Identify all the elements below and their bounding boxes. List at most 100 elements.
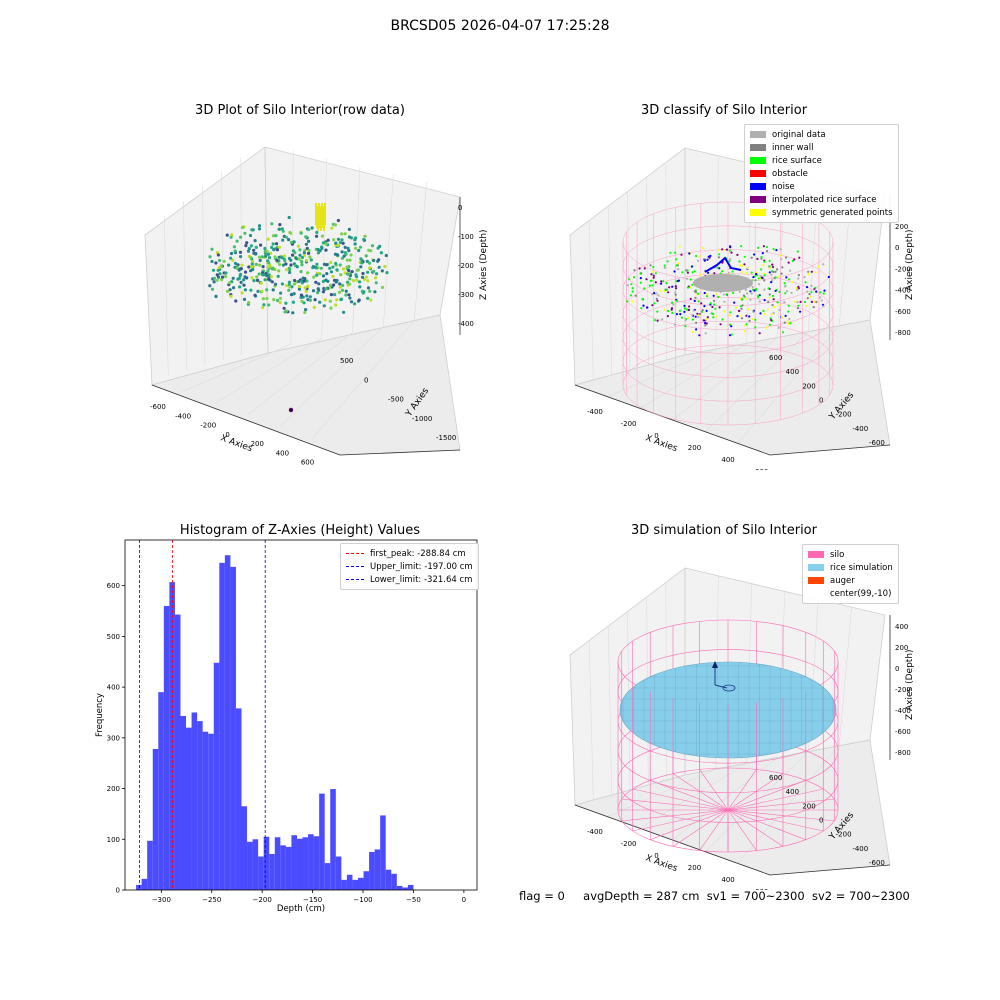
raw-point — [215, 273, 219, 277]
sim-xlabel: X Axies — [644, 853, 679, 874]
raw-point — [229, 251, 234, 256]
classified-point — [691, 330, 695, 333]
classified-point — [685, 277, 689, 280]
raw-point — [357, 298, 361, 302]
raw-point — [312, 275, 316, 279]
raw-point — [362, 277, 366, 281]
classified-point — [774, 276, 777, 279]
histogram-bar — [285, 846, 292, 890]
histogram-bar — [263, 836, 270, 890]
histogram-bar — [363, 871, 370, 890]
classified-point — [740, 271, 743, 274]
classified-point — [778, 290, 781, 293]
classified-point — [678, 245, 681, 248]
classified-point — [806, 297, 809, 300]
y-tick-label: 0 — [819, 817, 823, 825]
x-tick-label: 400 — [721, 456, 734, 464]
raw-point — [271, 288, 275, 292]
raw-point — [362, 290, 366, 294]
raw-point — [358, 245, 363, 249]
raw-point — [349, 300, 354, 304]
raw-point — [372, 258, 376, 263]
raw-point — [243, 270, 248, 274]
raw-point — [250, 262, 254, 266]
legend-entry: obstacle — [750, 167, 893, 180]
raw-point — [365, 259, 369, 263]
raw-point — [289, 293, 293, 297]
histogram-bar — [296, 838, 303, 890]
raw-point — [255, 278, 260, 282]
raw-point — [353, 302, 357, 306]
raw-point — [342, 254, 346, 258]
raw-point — [283, 310, 287, 314]
legend-swatch — [750, 157, 766, 164]
raw-point — [239, 280, 243, 284]
raw-point — [307, 251, 311, 255]
raw-point — [231, 276, 235, 280]
raw-peak-point — [324, 203, 326, 225]
raw-point — [299, 293, 304, 297]
raw-point — [347, 227, 351, 231]
histogram-bar — [180, 716, 187, 890]
raw-point — [333, 223, 337, 227]
raw-point — [276, 298, 280, 303]
classified-point — [689, 297, 692, 300]
raw-point — [232, 286, 236, 290]
raw-point — [347, 249, 351, 253]
auger-marker — [712, 661, 736, 692]
classified-point — [749, 298, 752, 301]
y-tick-label: -400 — [852, 425, 868, 433]
legend-entry: symmetric generated points — [750, 206, 893, 219]
classified-point — [766, 250, 769, 253]
raw-point — [315, 234, 319, 238]
legend-swatch — [808, 577, 824, 584]
classified-point — [683, 304, 686, 307]
classified-point — [780, 272, 783, 275]
histogram-bar — [174, 614, 181, 890]
classified-point — [666, 260, 669, 263]
z-tick-label: -400 — [895, 707, 911, 715]
raw-point — [257, 227, 262, 231]
raw-point — [298, 248, 302, 252]
legend-swatch — [346, 566, 364, 567]
classified-point — [738, 309, 741, 312]
raw-point — [278, 223, 282, 227]
raw-point — [277, 269, 281, 273]
legend-entry: inner wall — [750, 141, 893, 154]
classified-point — [723, 300, 726, 303]
classified-point — [763, 274, 766, 277]
raw-point — [332, 283, 336, 287]
raw-point — [328, 283, 332, 287]
raw-point — [371, 269, 376, 273]
raw-point — [247, 301, 251, 305]
legend-label: Upper_limit: -197.00 cm — [370, 561, 473, 572]
classified-point — [675, 299, 679, 302]
raw-point — [218, 272, 222, 276]
classified-point — [765, 326, 768, 329]
classified-point — [819, 291, 822, 294]
classified-point — [759, 277, 762, 280]
classified-point — [694, 296, 697, 299]
classified-point — [681, 271, 684, 274]
raw-point — [336, 237, 341, 241]
raw-point — [267, 275, 271, 279]
classified-point — [751, 317, 754, 320]
raw-point — [287, 288, 291, 292]
raw-point — [309, 258, 313, 262]
x-tick-label: 0 — [462, 896, 466, 904]
y-tick-label: 500 — [340, 357, 353, 365]
classified-point — [679, 313, 682, 316]
raw-point — [302, 251, 306, 255]
y-tick-label: 400 — [786, 368, 799, 376]
classified-point — [806, 286, 809, 289]
raw-point — [362, 237, 366, 242]
classified-point — [747, 308, 750, 311]
raw-point — [265, 288, 269, 292]
raw-point — [277, 227, 281, 231]
raw-point — [354, 236, 358, 240]
histogram-bar — [396, 885, 403, 890]
raw-point — [257, 255, 262, 259]
raw-point — [306, 284, 310, 288]
raw-point — [374, 281, 378, 285]
classified-point — [746, 266, 749, 270]
